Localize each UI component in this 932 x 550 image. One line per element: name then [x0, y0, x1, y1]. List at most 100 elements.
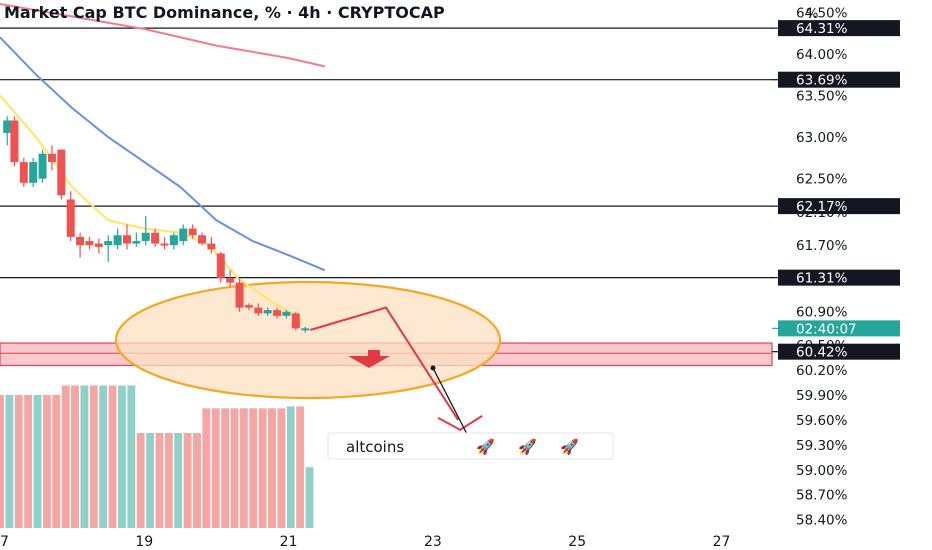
candle-31	[291, 311, 300, 331]
x-tick-label-2: 21	[280, 534, 298, 550]
y-tick-label-9: 60.20%	[796, 363, 848, 379]
annotation-pointer	[432, 367, 469, 437]
volume-bar-21	[193, 433, 201, 528]
volume-bar-4	[33, 395, 42, 528]
level-tag-2-label: 62.17%	[796, 199, 848, 215]
candle-7	[66, 191, 75, 242]
support-zone-tag-bg	[778, 343, 900, 360]
candle-28	[263, 307, 272, 316]
candle-body-3	[29, 162, 38, 183]
rocket-icon-1: 🚀	[518, 438, 537, 456]
volume-bar-8	[71, 385, 79, 528]
y-tick-label-11: 59.60%	[796, 413, 848, 429]
y-tick-label-12: 59.30%	[796, 438, 848, 454]
projection-path	[309, 306, 483, 432]
candle-12	[113, 228, 122, 250]
candle-body-23	[216, 253, 225, 279]
volume-bars	[0, 385, 314, 528]
candle-14	[132, 232, 141, 247]
candle-11	[104, 235, 113, 262]
x-tick-label-4: 25	[568, 534, 586, 550]
candle-10	[94, 238, 103, 254]
candle-24	[226, 270, 235, 287]
candle-body-25	[235, 282, 244, 308]
y-tick-label-15: 58.40%	[796, 513, 848, 529]
candle-body-10	[94, 243, 103, 247]
candle-body-15	[141, 232, 150, 242]
candle-body-27	[254, 307, 263, 314]
candle-body-6	[57, 149, 66, 196]
candle-body-20	[188, 228, 197, 236]
chart-title: Market Cap BTC Dominance, % · 4h · CRYPT…	[4, 3, 445, 22]
volume-bar-29	[268, 408, 276, 528]
y-tick-label-2: 63.50%	[796, 88, 848, 104]
candle-body-14	[132, 241, 141, 244]
volume-bar-3	[24, 395, 33, 528]
volume-bar-14	[127, 385, 136, 528]
volume-bar-28	[258, 408, 267, 528]
candle-2	[19, 157, 28, 187]
projection-arrowhead	[437, 415, 483, 432]
candle-body-22	[207, 243, 216, 250]
candle-3	[29, 157, 38, 187]
candle-18	[169, 232, 178, 250]
candle-body-0	[3, 120, 12, 133]
y-tick-label-4: 62.50%	[796, 172, 848, 188]
candle-body-11	[104, 241, 113, 246]
candle-15	[141, 216, 150, 246]
candle-body-18	[169, 235, 178, 246]
price-axis[interactable]: 64.50%64.00%63.50%63.00%62.50%62.10%61.7…	[772, 5, 900, 529]
axis-unit-label: %	[806, 7, 818, 22]
candle-0	[3, 116, 12, 146]
candle-body-30	[282, 311, 291, 316]
candle-21	[198, 232, 207, 246]
highlight-ellipse	[114, 280, 502, 400]
candle-16	[151, 228, 160, 247]
candle-body-8	[76, 236, 85, 246]
candle-9	[85, 236, 94, 250]
candle-20	[188, 224, 197, 239]
candle-body-1	[10, 120, 19, 163]
volume-bar-22	[202, 408, 211, 528]
x-tick-label-0: 17	[0, 534, 9, 550]
annotation-box	[327, 432, 614, 460]
volume-bar-23	[211, 408, 220, 528]
candle-body-7	[66, 199, 75, 237]
x-tick-label-5: 27	[713, 534, 731, 550]
y-tick-label-3: 63.00%	[796, 130, 848, 146]
candle-1	[10, 116, 19, 167]
candle-body-31	[291, 313, 300, 329]
candle-4	[38, 149, 47, 183]
candle-body-9	[85, 241, 94, 246]
level-tag-0-label: 64.31%	[796, 21, 848, 37]
candle-body-28	[263, 310, 272, 314]
y-tick-label-14: 58.70%	[796, 488, 848, 504]
x-tick-label-1: 19	[135, 534, 153, 550]
candle-29	[273, 307, 282, 319]
y-tick-label-6: 61.70%	[796, 238, 848, 254]
time-axis[interactable]: 17 19 21 23 25 27	[0, 534, 730, 550]
candle-19	[179, 224, 188, 246]
volume-bar-17	[155, 433, 164, 528]
candle-27	[254, 303, 263, 316]
altcoins-annotation: altcoins 🚀 🚀 🚀	[327, 365, 614, 460]
candle-body-24	[226, 278, 235, 283]
volume-bar-30	[277, 408, 286, 528]
volume-bar-11	[99, 385, 108, 528]
volume-bar-5	[42, 395, 51, 528]
down-arrow-icon	[348, 350, 390, 368]
candle-6	[57, 149, 66, 200]
candle-body-16	[151, 232, 160, 244]
level-tag-1-bg	[778, 71, 900, 88]
volume-bar-27	[249, 408, 258, 528]
y-tick-label-7: 60.90%	[796, 305, 848, 321]
level-tag-2-bg	[778, 198, 900, 215]
volume-bar-32	[296, 406, 305, 528]
candle-23	[216, 251, 225, 283]
moving-averages	[0, 3, 326, 322]
volume-bar-7	[61, 385, 70, 528]
volume-bar-18	[164, 433, 173, 528]
candle-body-26	[244, 305, 253, 308]
volume-bar-2	[14, 395, 23, 528]
